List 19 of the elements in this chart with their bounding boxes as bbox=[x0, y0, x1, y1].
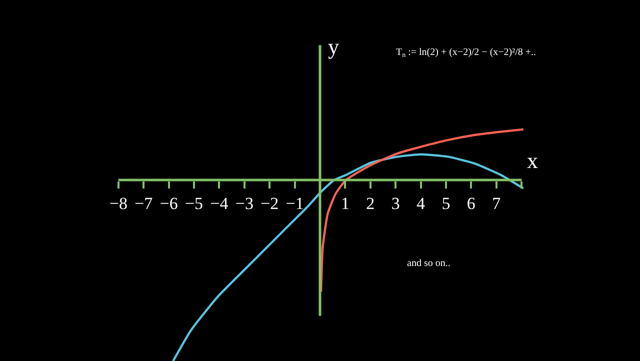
x-axis-title: x bbox=[527, 148, 538, 173]
y-axis-title: y bbox=[328, 34, 339, 59]
x-tick-label: −8 bbox=[109, 194, 128, 213]
x-tick-label: 7 bbox=[492, 194, 502, 213]
annotation: and so on.. bbox=[407, 258, 450, 269]
x-tick-label: −6 bbox=[160, 194, 178, 213]
x-tick-label: −5 bbox=[184, 194, 204, 213]
x-tick-label: −4 bbox=[210, 194, 229, 213]
x-tick-label: −2 bbox=[260, 194, 279, 213]
x-tick-label: 1 bbox=[340, 194, 350, 213]
chart-title: T$_{n}$ := ln(2) + (x−2)/2 − (x−2)²/8 +.. bbox=[396, 47, 536, 60]
x-tick-label: −1 bbox=[286, 194, 304, 213]
x-tick-label: 3 bbox=[391, 194, 400, 213]
x-tick-label: 5 bbox=[442, 194, 450, 213]
x-tick-label: 6 bbox=[466, 194, 476, 213]
x-tick-label: −7 bbox=[134, 194, 154, 213]
x-tick-label: −3 bbox=[235, 194, 254, 213]
x-tick-label: 4 bbox=[416, 194, 426, 213]
x-tick-label: 2 bbox=[366, 194, 375, 213]
